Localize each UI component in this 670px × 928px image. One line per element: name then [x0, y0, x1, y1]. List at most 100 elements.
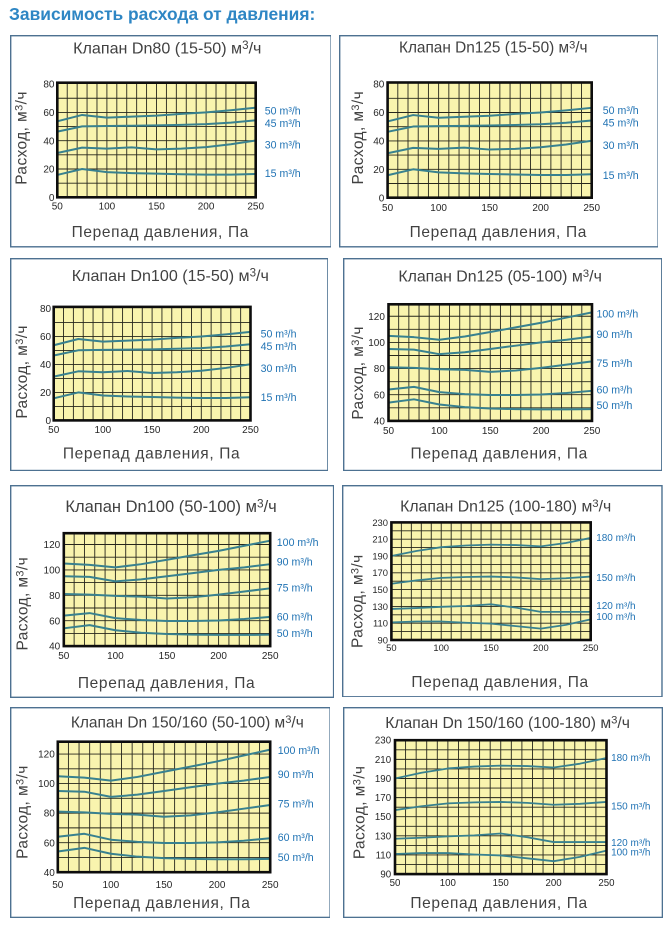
svg-text:150: 150 — [375, 813, 392, 824]
svg-text:45 m³/h: 45 m³/h — [264, 119, 300, 131]
svg-text:Расход, м3/ч: Расход, м3/ч — [14, 557, 31, 651]
svg-text:80: 80 — [373, 80, 385, 91]
svg-text:170: 170 — [375, 793, 392, 804]
svg-text:200: 200 — [545, 878, 562, 889]
svg-text:Клапан Dn125 (05-100) м3/ч: Клапан Dn125 (05-100) м3/ч — [398, 268, 602, 285]
svg-text:250: 250 — [583, 203, 600, 214]
svg-text:100: 100 — [102, 880, 119, 891]
svg-text:60: 60 — [373, 108, 385, 119]
svg-text:190: 190 — [373, 550, 389, 561]
svg-text:30 m³/h: 30 m³/h — [260, 363, 296, 375]
svg-text:150: 150 — [373, 584, 389, 595]
svg-text:Перепад давления, Па: Перепад давления, Па — [412, 674, 589, 691]
svg-text:100: 100 — [434, 642, 450, 653]
svg-text:150: 150 — [481, 203, 498, 214]
svg-text:230: 230 — [375, 736, 392, 747]
svg-text:45 m³/h: 45 m³/h — [260, 341, 296, 353]
svg-text:80: 80 — [373, 364, 385, 375]
svg-text:Клапан Dn 150/160 (50-100) м3/: Клапан Dn 150/160 (50-100) м3/ч — [71, 715, 304, 732]
svg-text:200: 200 — [532, 203, 549, 214]
svg-text:120: 120 — [38, 750, 55, 761]
svg-text:60: 60 — [373, 390, 385, 401]
svg-text:180 m³/h: 180 m³/h — [596, 533, 635, 544]
svg-text:60: 60 — [43, 108, 55, 119]
svg-text:Перепад давления, Па: Перепад давления, Па — [410, 895, 587, 912]
svg-text:Расход, м3/ч: Расход, м3/ч — [14, 766, 31, 860]
svg-text:80: 80 — [49, 591, 61, 602]
svg-text:120 m³/h: 120 m³/h — [611, 838, 650, 849]
svg-text:40: 40 — [43, 137, 55, 148]
svg-text:50: 50 — [382, 426, 394, 437]
svg-text:150: 150 — [143, 424, 160, 435]
svg-text:150 m³/h: 150 m³/h — [611, 802, 650, 813]
svg-text:50 m³/h: 50 m³/h — [277, 852, 313, 864]
svg-text:30 m³/h: 30 m³/h — [602, 140, 638, 152]
svg-text:90 m³/h: 90 m³/h — [276, 556, 312, 568]
svg-text:15 m³/h: 15 m³/h — [264, 168, 300, 180]
svg-text:250: 250 — [583, 642, 599, 653]
svg-text:Расход, м3/ч: Расход, м3/ч — [351, 766, 368, 860]
svg-text:Клапан Dn80 (15-50) м3/ч: Клапан Dn80 (15-50) м3/ч — [73, 40, 261, 58]
svg-text:50 m³/h: 50 m³/h — [260, 328, 296, 340]
svg-text:200: 200 — [197, 202, 214, 213]
svg-text:150: 150 — [481, 426, 498, 437]
svg-text:50 m³/h: 50 m³/h — [276, 628, 312, 640]
svg-text:Перепад давления, Па: Перепад давления, Па — [63, 445, 240, 462]
svg-text:60: 60 — [43, 839, 55, 850]
svg-text:15 m³/h: 15 m³/h — [260, 392, 296, 404]
svg-text:80: 80 — [43, 80, 55, 91]
svg-text:100: 100 — [38, 779, 55, 790]
svg-text:110: 110 — [376, 851, 392, 862]
svg-text:40: 40 — [373, 416, 385, 427]
svg-text:190: 190 — [375, 774, 392, 785]
svg-text:100: 100 — [98, 202, 115, 213]
svg-text:150: 150 — [493, 878, 510, 889]
svg-text:90: 90 — [378, 634, 388, 645]
svg-text:Расход, м3/ч: Расход, м3/ч — [349, 326, 366, 420]
svg-text:90 m³/h: 90 m³/h — [277, 769, 313, 781]
svg-text:150: 150 — [155, 880, 172, 891]
svg-text:80: 80 — [40, 304, 52, 315]
svg-text:100: 100 — [440, 878, 457, 889]
svg-text:150: 150 — [158, 651, 175, 662]
svg-text:90: 90 — [380, 870, 391, 881]
svg-text:0: 0 — [378, 194, 384, 205]
svg-text:0: 0 — [45, 416, 51, 427]
svg-text:Расход, м3/ч: Расход, м3/ч — [14, 325, 31, 419]
svg-text:100 m³/h: 100 m³/h — [277, 745, 319, 757]
svg-text:50: 50 — [390, 878, 401, 889]
svg-text:50 m³/h: 50 m³/h — [602, 105, 638, 117]
svg-text:200: 200 — [193, 424, 210, 435]
svg-text:210: 210 — [375, 755, 392, 766]
svg-text:120: 120 — [368, 311, 385, 322]
svg-text:200: 200 — [208, 880, 225, 891]
svg-text:75 m³/h: 75 m³/h — [277, 799, 313, 811]
svg-text:40: 40 — [43, 868, 55, 879]
svg-text:15 m³/h: 15 m³/h — [602, 170, 638, 182]
svg-text:150 m³/h: 150 m³/h — [596, 573, 635, 584]
svg-text:Клапан Dn125 (15-50) м3/ч: Клапан Dn125 (15-50) м3/ч — [399, 40, 588, 57]
svg-text:250: 250 — [262, 651, 279, 662]
svg-text:20: 20 — [40, 388, 52, 399]
svg-text:150: 150 — [484, 642, 500, 653]
svg-text:50: 50 — [58, 651, 70, 662]
svg-text:150: 150 — [148, 202, 165, 213]
svg-text:130: 130 — [373, 601, 389, 612]
svg-text:120 m³/h: 120 m³/h — [596, 601, 635, 612]
svg-text:60 m³/h: 60 m³/h — [277, 832, 313, 844]
svg-text:50: 50 — [386, 642, 396, 653]
svg-text:75 m³/h: 75 m³/h — [276, 582, 312, 594]
svg-text:100 m³/h: 100 m³/h — [276, 537, 318, 549]
svg-text:Клапан Dn125 (100-180) м3/ч: Клапан Dn125 (100-180) м3/ч — [400, 498, 611, 515]
svg-text:100: 100 — [107, 651, 124, 662]
svg-text:210: 210 — [373, 533, 389, 544]
svg-text:180 m³/h: 180 m³/h — [611, 753, 650, 764]
svg-text:60: 60 — [40, 332, 52, 343]
svg-text:60 m³/h: 60 m³/h — [596, 384, 632, 396]
svg-text:50: 50 — [48, 424, 60, 435]
svg-text:250: 250 — [598, 878, 615, 889]
svg-text:100: 100 — [431, 426, 448, 437]
svg-text:100 m³/h: 100 m³/h — [611, 848, 650, 859]
svg-text:100: 100 — [43, 565, 60, 576]
svg-text:200: 200 — [533, 642, 549, 653]
